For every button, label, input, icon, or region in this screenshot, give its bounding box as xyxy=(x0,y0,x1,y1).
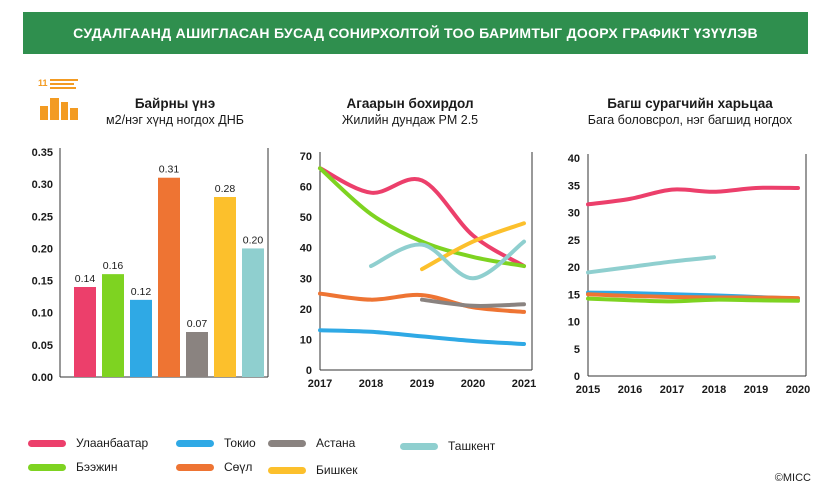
legend-swatch xyxy=(176,439,214,447)
ratio-x-tick-label: 2018 xyxy=(702,384,726,396)
legend-item-astana: Астана xyxy=(268,436,355,450)
bar-data-label: 0.07 xyxy=(187,318,208,330)
bar-y-tick-label: 0.35 xyxy=(32,147,53,159)
air-x-tick-label: 2018 xyxy=(359,378,383,390)
air-chart-title: Агаарын бохирдол xyxy=(346,96,474,111)
air-x-tick-label: 2019 xyxy=(410,378,434,390)
legend-swatch xyxy=(268,466,306,474)
ratio-y-tick-label: 10 xyxy=(568,317,580,329)
legend-swatch xyxy=(28,439,66,447)
legend-item-tashkent: Ташкент xyxy=(400,439,495,453)
air-x-tick-label: 2021 xyxy=(512,378,536,390)
bar-y-tick-label: 0.15 xyxy=(32,276,53,288)
bar-3 xyxy=(158,177,180,377)
air-y-tick-label: 20 xyxy=(300,304,312,316)
bar-y-tick-label: 0.00 xyxy=(32,372,53,384)
bar-2 xyxy=(130,299,152,377)
bar-y-tick-label: 0.25 xyxy=(32,211,53,223)
copyright-label: ©МІСС xyxy=(774,472,811,484)
air-series-line-5 xyxy=(420,221,526,272)
ratio-x-tick-label: 2017 xyxy=(660,384,684,396)
air-chart-subtitle: Жилийн дундаж PM 2.5 xyxy=(341,113,479,127)
legend-label: Бээжин xyxy=(76,460,118,474)
bar-data-label: 0.28 xyxy=(215,183,236,195)
ratio-y-tick-label: 15 xyxy=(568,289,580,301)
air-series-line-2 xyxy=(318,328,526,347)
legend-item-seoul: Сөүл xyxy=(176,460,252,474)
ratio-series-line-1 xyxy=(586,255,716,275)
bar-chart-title: Байрны үнэ xyxy=(134,96,216,111)
sdg-number: 11 xyxy=(38,78,48,88)
ratio-y-tick-label: 5 xyxy=(574,344,580,356)
bar-4 xyxy=(186,332,208,377)
ratio-y-tick-label: 0 xyxy=(574,371,580,383)
bar-y-tick-label: 0.10 xyxy=(32,308,53,320)
ratio-x-tick-label: 2019 xyxy=(744,384,768,396)
legend-item-beijing: Бээжин xyxy=(28,460,117,474)
banner-title: СУДАЛГААНД АШИГЛАСАН БУСАД СОНИРХОЛТОЙ Т… xyxy=(73,25,758,41)
ratio-y-tick-label: 20 xyxy=(568,262,580,274)
legend-item-bishkek: Бишкек xyxy=(268,463,358,477)
air-y-tick-label: 30 xyxy=(300,273,312,285)
bar-data-label: 0.16 xyxy=(103,260,124,272)
legend-swatch xyxy=(268,439,306,447)
bar-6 xyxy=(242,248,264,377)
bar-1 xyxy=(102,274,124,377)
bar-chart-subtitle: м2/нэг хүнд ногдох ДНБ xyxy=(106,113,244,127)
bar-data-label: 0.14 xyxy=(75,273,96,285)
ratio-x-tick-label: 2015 xyxy=(576,384,600,396)
air-series-line-1 xyxy=(318,166,526,269)
header-banner: СУДАЛГААНД АШИГЛАСАН БУСАД СОНИРХОЛТОЙ Т… xyxy=(23,12,808,54)
ratio-series-line-0 xyxy=(586,185,800,207)
legend-swatch xyxy=(400,442,438,450)
ratio-x-tick-label: 2016 xyxy=(618,384,642,396)
legend-item-ulaanbaatar: Улаанбаатар xyxy=(28,436,148,450)
bar-y-tick-label: 0.30 xyxy=(32,179,53,191)
bar-data-label: 0.12 xyxy=(131,286,152,298)
air-y-tick-label: 60 xyxy=(300,182,312,194)
ratio-y-tick-label: 40 xyxy=(568,153,580,165)
air-y-tick-label: 50 xyxy=(300,212,312,224)
legend-label: Астана xyxy=(316,436,356,450)
bar-data-label: 0.20 xyxy=(243,234,264,246)
air-series-line-0 xyxy=(318,166,526,269)
ratio-y-tick-label: 30 xyxy=(568,208,580,220)
air-y-tick-label: 70 xyxy=(300,151,312,163)
air-y-tick-label: 0 xyxy=(306,365,312,377)
ratio-chart-subtitle: Бага боловсрол, нэг багшид ногдох xyxy=(587,113,793,127)
air-series-line-3 xyxy=(318,291,526,314)
ratio-series-line-4 xyxy=(586,296,800,304)
bar-0 xyxy=(74,287,96,377)
legend-label: Ташкент xyxy=(448,439,496,453)
legend-label: Бишкек xyxy=(316,463,358,477)
legend-swatch xyxy=(28,463,66,471)
legend-label: Сөүл xyxy=(224,460,253,474)
air-x-tick-label: 2017 xyxy=(308,378,332,390)
air-x-tick-label: 2020 xyxy=(461,378,485,390)
air-series-line-6 xyxy=(369,239,526,281)
ratio-x-tick-label: 2020 xyxy=(786,384,810,396)
legend-label: Токио xyxy=(224,436,256,450)
air-y-tick-label: 40 xyxy=(300,243,312,255)
air-y-tick-label: 10 xyxy=(300,334,312,346)
sdg-11-icon: 11 xyxy=(36,76,82,122)
air-series-line-4 xyxy=(420,297,526,308)
ratio-y-tick-label: 35 xyxy=(568,180,580,192)
ratio-y-tick-label: 25 xyxy=(568,235,580,247)
ratio-chart-title: Багш сурагчийн харьцаа xyxy=(607,96,773,111)
bar-y-tick-label: 0.20 xyxy=(32,243,53,255)
bar-5 xyxy=(214,197,236,377)
bar-y-tick-label: 0.05 xyxy=(32,340,53,352)
legend-swatch xyxy=(176,463,214,471)
ratio-series-line-3 xyxy=(586,292,800,301)
legend-label: Улаанбаатар xyxy=(76,436,149,450)
legend-item-tokyo: Токио xyxy=(176,436,256,450)
bar-data-label: 0.31 xyxy=(159,164,180,176)
